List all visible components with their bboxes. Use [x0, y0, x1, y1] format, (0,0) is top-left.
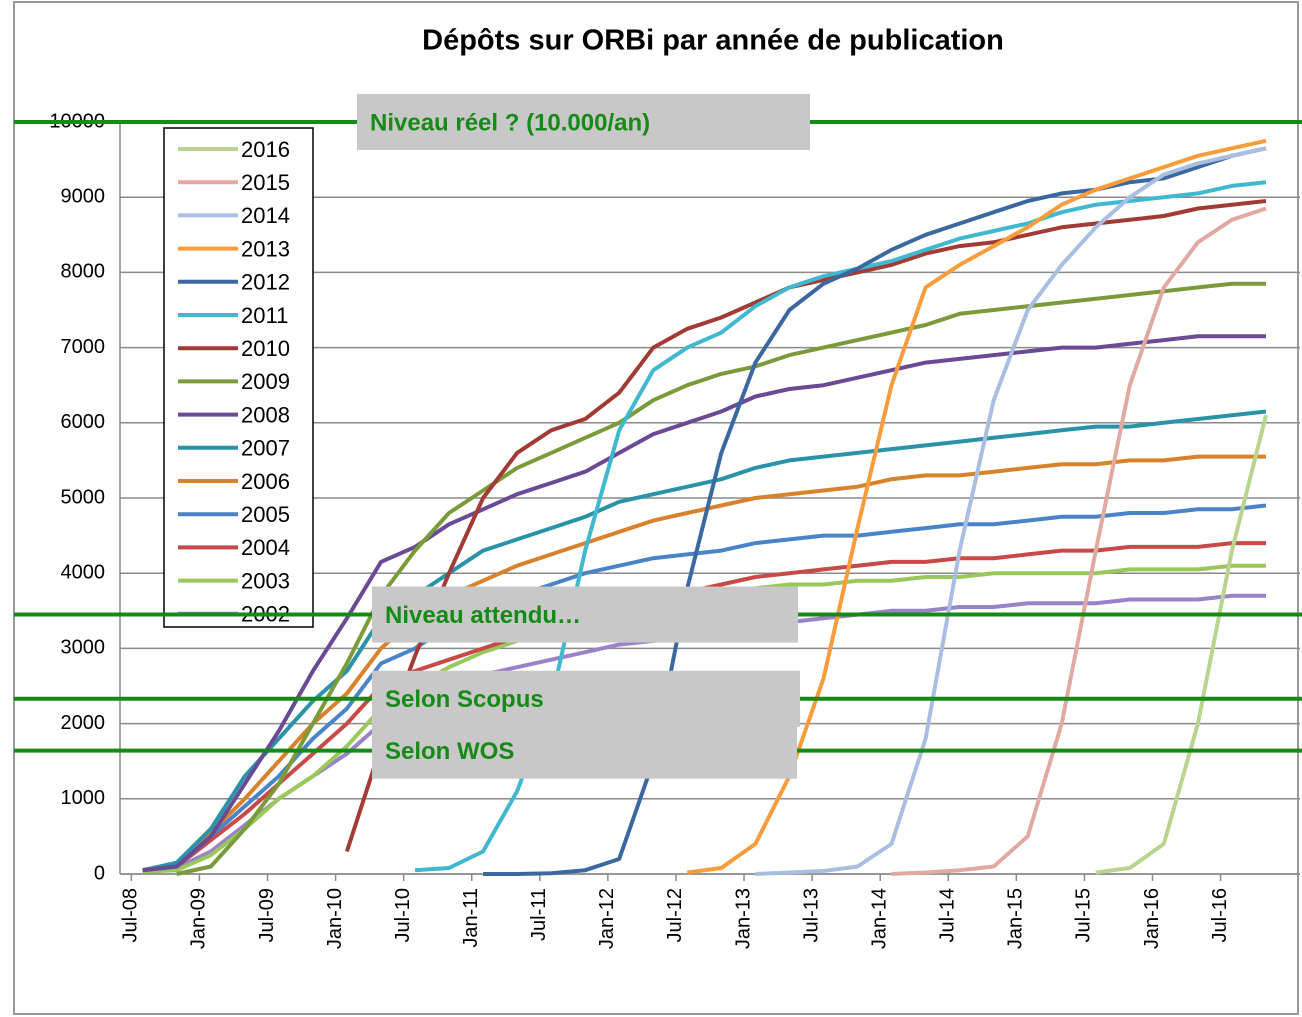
series-line — [142, 409, 1267, 873]
y-tick-label: 9000 — [61, 185, 106, 207]
annotation-label: Niveau réel ? (10.000/an) — [370, 109, 650, 136]
x-tick-label: Jan-09 — [188, 888, 210, 949]
x-tick-label: Jul-12 — [664, 888, 686, 942]
x-tick-label: Jul-09 — [256, 888, 278, 942]
legend-label: 2013 — [241, 236, 290, 261]
series-line — [891, 206, 1267, 876]
x-tick-label: Jul-16 — [1209, 888, 1231, 942]
legend-label: 2009 — [241, 369, 290, 394]
series-line — [142, 334, 1266, 873]
x-tick-label: Jul-11 — [528, 888, 550, 941]
legend-label: 2010 — [241, 336, 290, 361]
series-line — [142, 454, 1266, 873]
y-tick-label: 5000 — [61, 486, 106, 508]
series-line — [755, 146, 1267, 876]
legend-label: 2008 — [241, 402, 290, 427]
annotation-label: Niveau attendu… — [385, 602, 581, 629]
y-tick-label: 0 — [94, 862, 105, 884]
legend-label: 2015 — [241, 170, 290, 195]
x-tick-label: Jan-16 — [1141, 888, 1163, 949]
y-tick-label: 4000 — [61, 561, 106, 583]
x-tick-label: Jan-14 — [868, 888, 890, 949]
y-tick-label: 8000 — [61, 261, 106, 283]
annotation-box — [372, 670, 800, 727]
legend-label: 2005 — [241, 502, 290, 527]
y-tick-label: 2000 — [61, 712, 106, 734]
series-line — [176, 281, 1266, 876]
y-tick-label: 1000 — [61, 787, 106, 809]
legend: 2016 2015 2014 2013 2012 2011 2010 2009 2008 2007… — [163, 127, 314, 628]
legend-label: 2014 — [241, 203, 290, 228]
series-line — [142, 503, 1267, 873]
legend-label: 2011 — [241, 303, 288, 328]
annotation-box — [372, 586, 798, 643]
y-tick-label: 7000 — [61, 336, 106, 358]
legend-box — [163, 127, 314, 628]
legend-label: 2003 — [241, 568, 290, 593]
annotation-label: Selon WOS — [385, 738, 514, 765]
chart-title: Dépôts sur ORBi par année de publication — [422, 25, 1004, 57]
annotation-label: Selon Scopus — [385, 686, 544, 713]
x-tick-label: Jan-11 — [460, 888, 482, 948]
x-tick-label: Jan-10 — [324, 888, 346, 949]
series-line — [687, 138, 1267, 875]
legend-label: 2004 — [241, 535, 290, 560]
legend-label: 2007 — [241, 436, 290, 461]
x-tick-label: Jul-13 — [800, 888, 822, 942]
legend-label: 2006 — [241, 469, 290, 494]
legend-label: 2016 — [241, 137, 290, 162]
annotation-box — [357, 94, 810, 150]
annotation-box — [372, 722, 797, 779]
series-line — [483, 146, 1267, 876]
y-tick-label: 6000 — [61, 411, 106, 433]
x-tick-label: Jan-13 — [732, 888, 754, 949]
x-tick-label: Jan-12 — [596, 888, 618, 949]
y-tick-label: 3000 — [61, 637, 106, 659]
x-tick-label: Jan-15 — [1005, 888, 1027, 949]
x-tick-label: Jul-08 — [120, 888, 142, 942]
x-tick-label: Jul-15 — [1073, 888, 1095, 942]
series-line — [1095, 414, 1268, 875]
x-tick-label: Jul-14 — [937, 888, 959, 942]
legend-label: 2012 — [241, 270, 290, 295]
x-tick-label: Jul-10 — [392, 888, 414, 942]
